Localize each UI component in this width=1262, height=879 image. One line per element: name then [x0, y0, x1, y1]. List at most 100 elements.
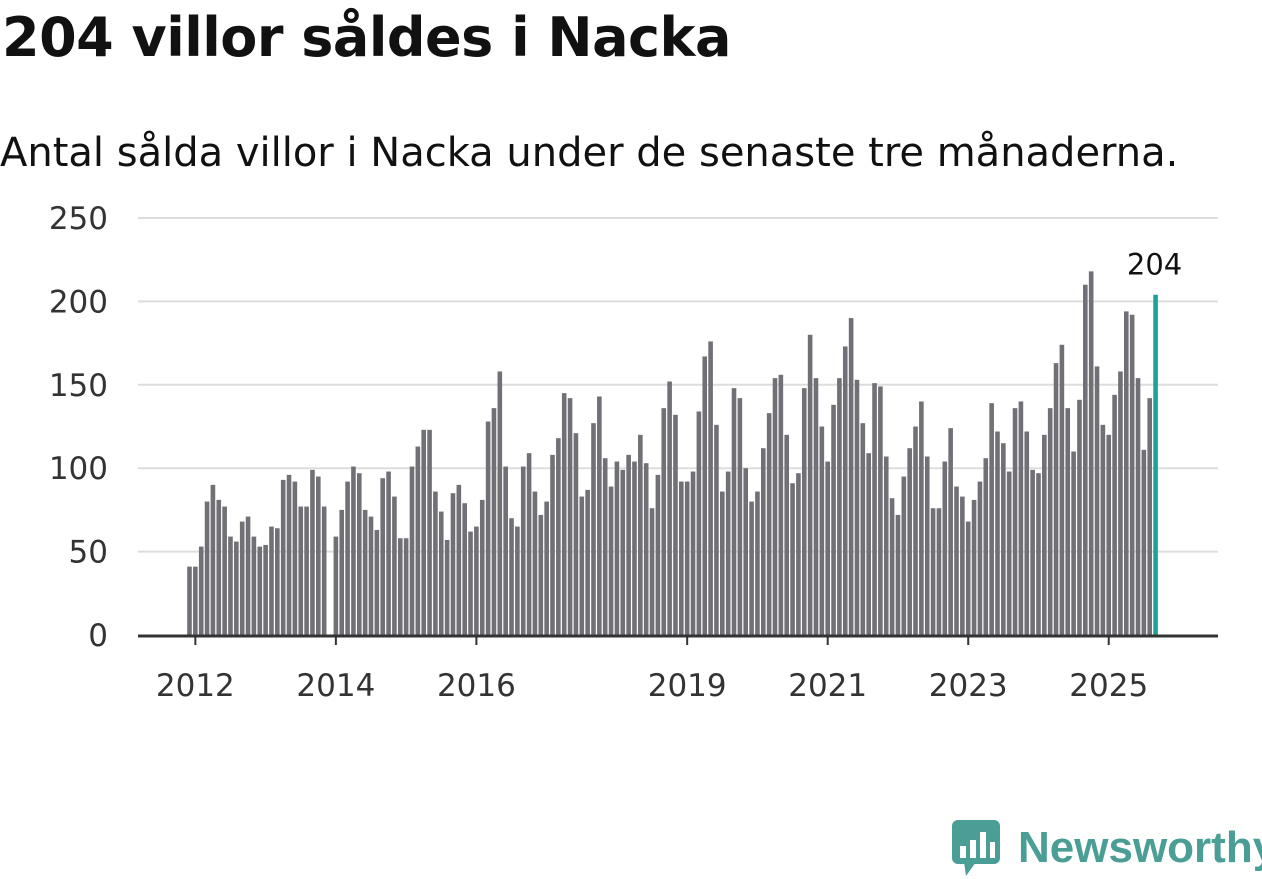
bar: [216, 499, 222, 635]
bar: [860, 423, 866, 635]
bar: [614, 461, 620, 635]
bar: [907, 448, 912, 635]
bar: [842, 346, 848, 635]
bar: [661, 408, 667, 635]
bar: [1118, 371, 1123, 635]
bar-chart: 0 50 100 150 200 250 2012 2014 2016 2019 2021 2023 2…: [49, 201, 1218, 704]
bar: [310, 469, 315, 635]
bar: [801, 388, 807, 635]
bar: [556, 438, 561, 635]
bar: [778, 374, 784, 635]
bar: [561, 393, 567, 635]
bar: [708, 341, 713, 635]
bar: [772, 378, 778, 635]
x-tick-label: 2014: [296, 668, 375, 704]
bar: [187, 566, 192, 635]
x-tick-label: 2023: [929, 668, 1008, 704]
bar: [316, 476, 321, 635]
bar: [198, 546, 204, 635]
bar: [638, 434, 643, 635]
bar: [936, 508, 942, 635]
x-tick-label: 2012: [156, 668, 235, 704]
bar: [339, 509, 345, 635]
bar: [872, 383, 877, 635]
bar: [538, 514, 544, 635]
bar-highlight: [1153, 294, 1158, 635]
y-tick-label: 0: [88, 618, 108, 654]
bar: [257, 546, 263, 635]
bar: [1094, 366, 1100, 635]
bar: [591, 423, 596, 635]
bar: [567, 398, 573, 635]
bar: [643, 463, 649, 635]
bar: [550, 454, 555, 635]
bar: [895, 514, 901, 635]
bar: [632, 461, 637, 635]
bar: [954, 486, 959, 635]
bar: [1024, 431, 1030, 635]
bar: [286, 474, 292, 635]
bar: [1053, 363, 1059, 635]
bar: [234, 541, 239, 635]
bar: [989, 403, 994, 635]
bar: [1018, 401, 1024, 635]
bar: [544, 501, 549, 635]
bar: [837, 378, 842, 635]
chart-title: 204 villor såldes i Nacka: [2, 6, 731, 69]
bar: [731, 388, 737, 635]
x-tick-label: 2021: [788, 668, 867, 704]
bar: [386, 471, 391, 635]
bar: [854, 379, 860, 635]
bar: [977, 481, 983, 635]
bar: [351, 466, 356, 635]
bar: [433, 491, 438, 635]
bar: [239, 521, 245, 635]
bar: [263, 544, 268, 635]
newsworthy-logo: Newsworthy: [950, 818, 1262, 878]
bar: [1135, 378, 1141, 635]
bar: [1129, 314, 1135, 635]
bar: [1030, 469, 1035, 635]
bar: [813, 378, 819, 635]
bar: [649, 508, 655, 635]
bar: [819, 426, 825, 635]
bar: [965, 521, 971, 635]
bar: [368, 516, 374, 635]
bar: [919, 401, 924, 635]
bar: [421, 429, 426, 635]
bar: [333, 536, 339, 635]
bar: [526, 453, 532, 635]
bar: [298, 506, 304, 635]
bar: [275, 528, 280, 635]
bar: [807, 334, 813, 635]
bar: [690, 471, 696, 635]
bar: [702, 356, 708, 635]
bar: [474, 526, 479, 635]
bar: [497, 371, 503, 635]
bar: [444, 539, 450, 635]
bar: [450, 493, 456, 635]
bar: [696, 411, 702, 635]
bar: [667, 381, 672, 635]
bar: [725, 471, 731, 635]
bar: [1006, 471, 1012, 635]
bar: [210, 484, 216, 635]
bar: [1036, 473, 1041, 635]
bar: [684, 481, 690, 635]
bar: [825, 461, 830, 635]
bar: [1065, 408, 1071, 635]
bar: [409, 466, 415, 635]
bar: [883, 456, 889, 635]
bar: [760, 448, 766, 635]
bar: [374, 529, 380, 635]
bar: [503, 466, 508, 635]
bar: [280, 479, 286, 635]
bar: [427, 429, 432, 635]
bar: [1059, 344, 1065, 635]
bar: [1088, 271, 1094, 635]
bar: [679, 481, 684, 635]
bar: [1112, 394, 1117, 635]
bar: [930, 508, 936, 635]
bar: [269, 526, 274, 635]
bar: [790, 483, 795, 635]
